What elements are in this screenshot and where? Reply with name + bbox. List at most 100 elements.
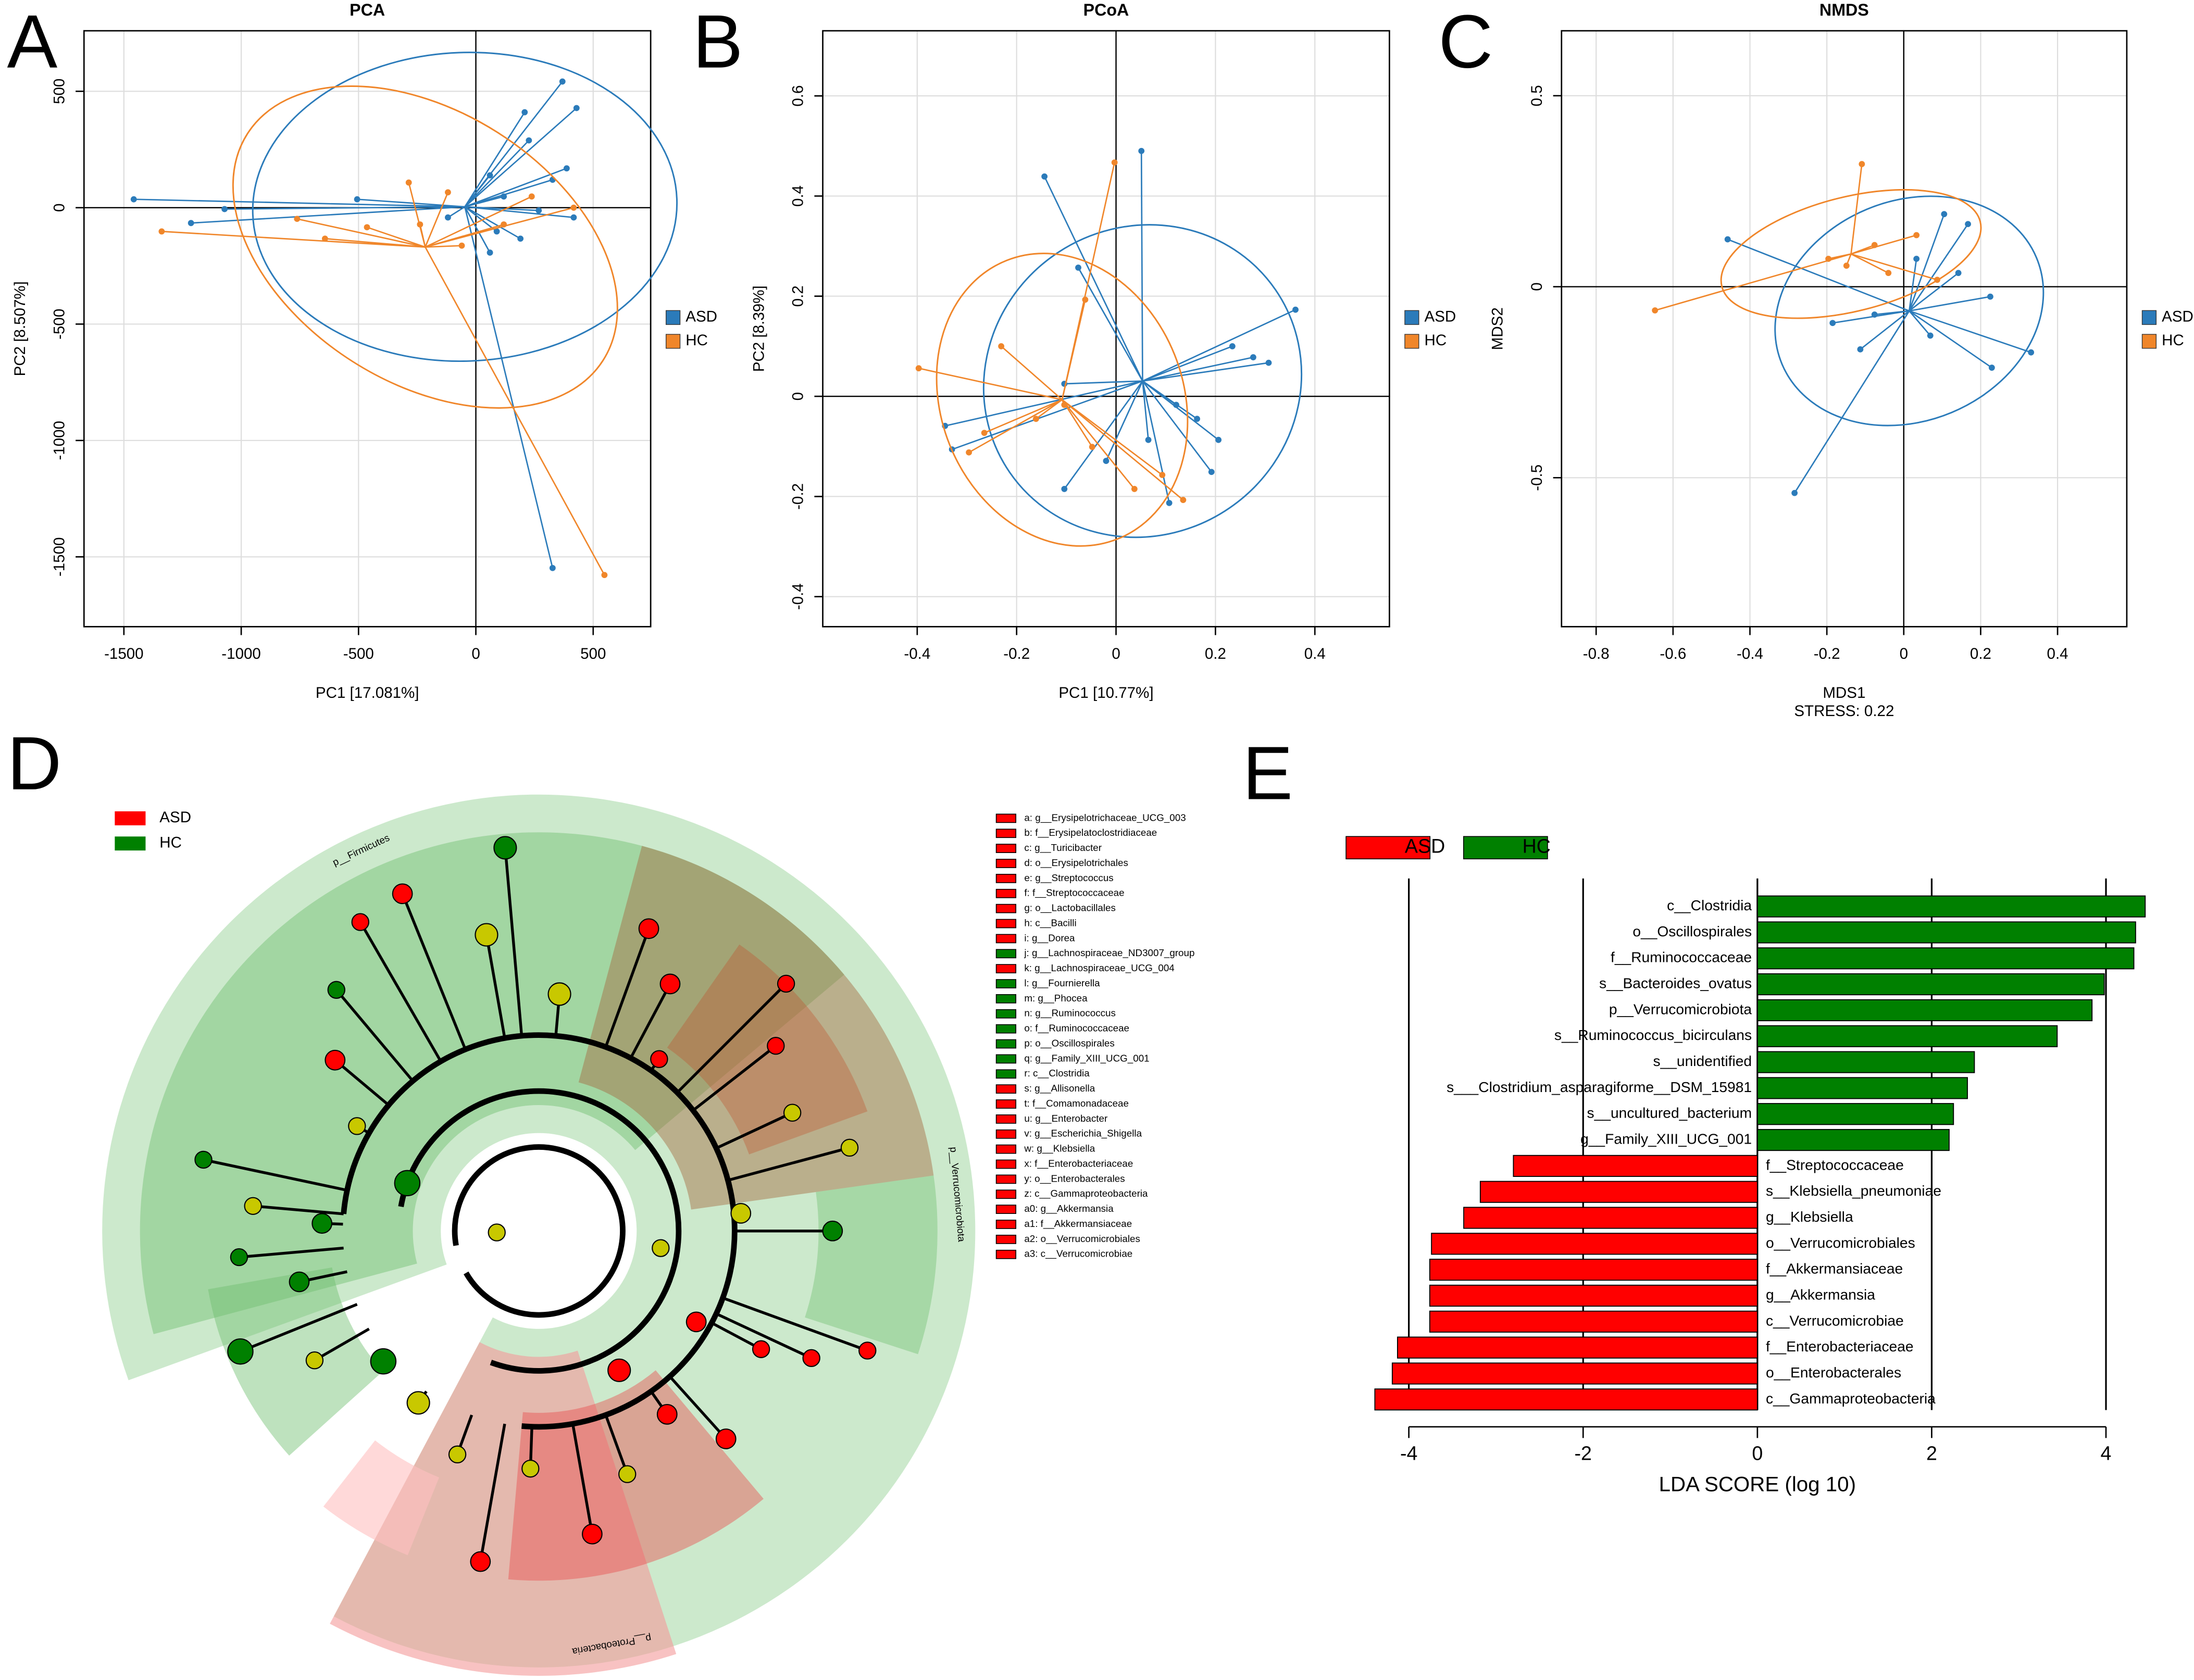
- point: [1041, 173, 1048, 180]
- point: [364, 224, 370, 231]
- tree-node: [802, 1349, 820, 1368]
- x-tick-label: -0.2: [1003, 645, 1030, 662]
- spider-line: [1062, 399, 1184, 501]
- spider-line: [1909, 214, 1945, 311]
- spider-line: [464, 206, 491, 253]
- tree-node: [521, 1459, 540, 1478]
- point: [1250, 354, 1256, 360]
- bar: [1756, 1129, 1950, 1151]
- point: [526, 137, 532, 144]
- point: [294, 216, 301, 222]
- key-swatch: [995, 1220, 1017, 1229]
- key-swatch: [995, 1159, 1017, 1169]
- key-label: a2: o__Verrucomicrobiales: [1024, 1233, 1140, 1245]
- key-label: x: f__Enterobacteriaceae: [1024, 1158, 1133, 1169]
- category-label: p__Verrucomicrobiota: [1609, 1000, 1752, 1017]
- spider-line: [944, 380, 1143, 427]
- chart-title: PCA: [350, 1, 385, 19]
- point: [1061, 486, 1068, 492]
- y-axis-label: PC2 [8.507%]: [11, 281, 29, 376]
- x-tick-label: -1000: [221, 645, 261, 662]
- key-swatch: [995, 1114, 1017, 1124]
- category-label: c__Clostridia: [1667, 897, 1752, 913]
- x-tick-label: -500: [343, 645, 374, 662]
- point: [1934, 277, 1940, 283]
- point: [570, 204, 577, 211]
- key-swatch: [995, 979, 1017, 988]
- spider-line: [984, 399, 1063, 434]
- point: [487, 172, 493, 179]
- tree-node: [607, 1358, 631, 1382]
- point: [487, 249, 493, 256]
- spider-line: [191, 206, 465, 224]
- bar: [1397, 1336, 1758, 1359]
- category-label: o__Oscillospirales: [1632, 923, 1752, 939]
- tree-branch: [715, 1312, 812, 1360]
- spider-line: [225, 206, 465, 210]
- legend-swatch: [666, 310, 681, 325]
- x-tick-label: 500: [580, 645, 606, 662]
- x-tick-label: -0.4: [904, 645, 930, 662]
- key-label: g: o__Lactobacillales: [1024, 902, 1116, 914]
- tree-branch: [253, 1205, 344, 1215]
- spider-line: [1061, 399, 1093, 447]
- spider-line: [357, 198, 465, 208]
- key-swatch: [995, 1235, 1017, 1244]
- point: [221, 206, 228, 212]
- tree-node: [547, 982, 571, 1006]
- panel-letter: B: [693, 0, 743, 84]
- key-swatch: [995, 1129, 1017, 1139]
- point: [1138, 147, 1145, 154]
- key-label: c: g__Turicibacter: [1024, 842, 1102, 854]
- point: [1965, 221, 1971, 228]
- y-tick-label: -1000: [51, 421, 68, 460]
- legend-swatch: [115, 836, 146, 851]
- key-swatch: [995, 1009, 1017, 1019]
- category-label: o__Verrucomicrobiales: [1766, 1234, 1915, 1251]
- point: [1955, 270, 1962, 277]
- tree-arc: [341, 1032, 738, 1430]
- key-label: j: g__Lachnospiraceae_ND3007_group: [1024, 947, 1194, 959]
- tree-node: [840, 1138, 859, 1157]
- panel-letter: D: [7, 721, 62, 806]
- x-tick-label: -0.6: [1660, 645, 1686, 662]
- spider-line: [1142, 362, 1269, 382]
- spider-line: [1140, 151, 1143, 381]
- key-swatch: [995, 949, 1017, 959]
- chart-title: NMDS: [1819, 1, 1869, 19]
- tree-node: [783, 1104, 802, 1122]
- key-label: v: g__Escherichia_Shigella: [1024, 1128, 1142, 1139]
- tree-node: [767, 1037, 785, 1055]
- key-swatch: [995, 1039, 1017, 1049]
- y-axis-label: PC2 [8.39%]: [750, 285, 767, 372]
- legend-swatch: [666, 334, 681, 349]
- x-tick-label: 0.4: [1304, 645, 1326, 662]
- x-tick-label: 0.2: [1970, 645, 1991, 662]
- x-tick-label: -0.2: [1814, 645, 1840, 662]
- x-axis-label: MDS1: [1823, 684, 1865, 701]
- point: [1988, 365, 1995, 371]
- key-swatch: [995, 1144, 1017, 1154]
- tree-node: [227, 1338, 254, 1365]
- bar: [1756, 999, 2093, 1021]
- category-label: f__Streptococcaceae: [1766, 1156, 1904, 1173]
- key-swatch: [995, 888, 1017, 898]
- clade-sector: [667, 944, 868, 1155]
- spider-line: [464, 111, 526, 207]
- tree-node: [618, 1465, 637, 1483]
- point: [1843, 262, 1850, 269]
- key-label: t: f__Comamonadaceae: [1024, 1098, 1129, 1109]
- x-tick-label: 2: [1926, 1442, 1937, 1464]
- tree-branch: [314, 1327, 370, 1362]
- key-swatch: [995, 1084, 1017, 1094]
- tree-branch: [334, 1059, 390, 1107]
- key-label: a3: c__Verrucomicrobiae: [1024, 1248, 1132, 1260]
- tree-node: [194, 1150, 213, 1169]
- plot-frame: [822, 30, 1390, 628]
- key-label: r: c__Clostridia: [1024, 1068, 1090, 1079]
- point: [981, 430, 988, 436]
- spider-line: [1909, 296, 1991, 312]
- category-label: f__Ruminococcaceae: [1611, 949, 1752, 966]
- category-label: s__Klebsiella_pneumoniae: [1766, 1182, 1941, 1199]
- point: [966, 449, 972, 456]
